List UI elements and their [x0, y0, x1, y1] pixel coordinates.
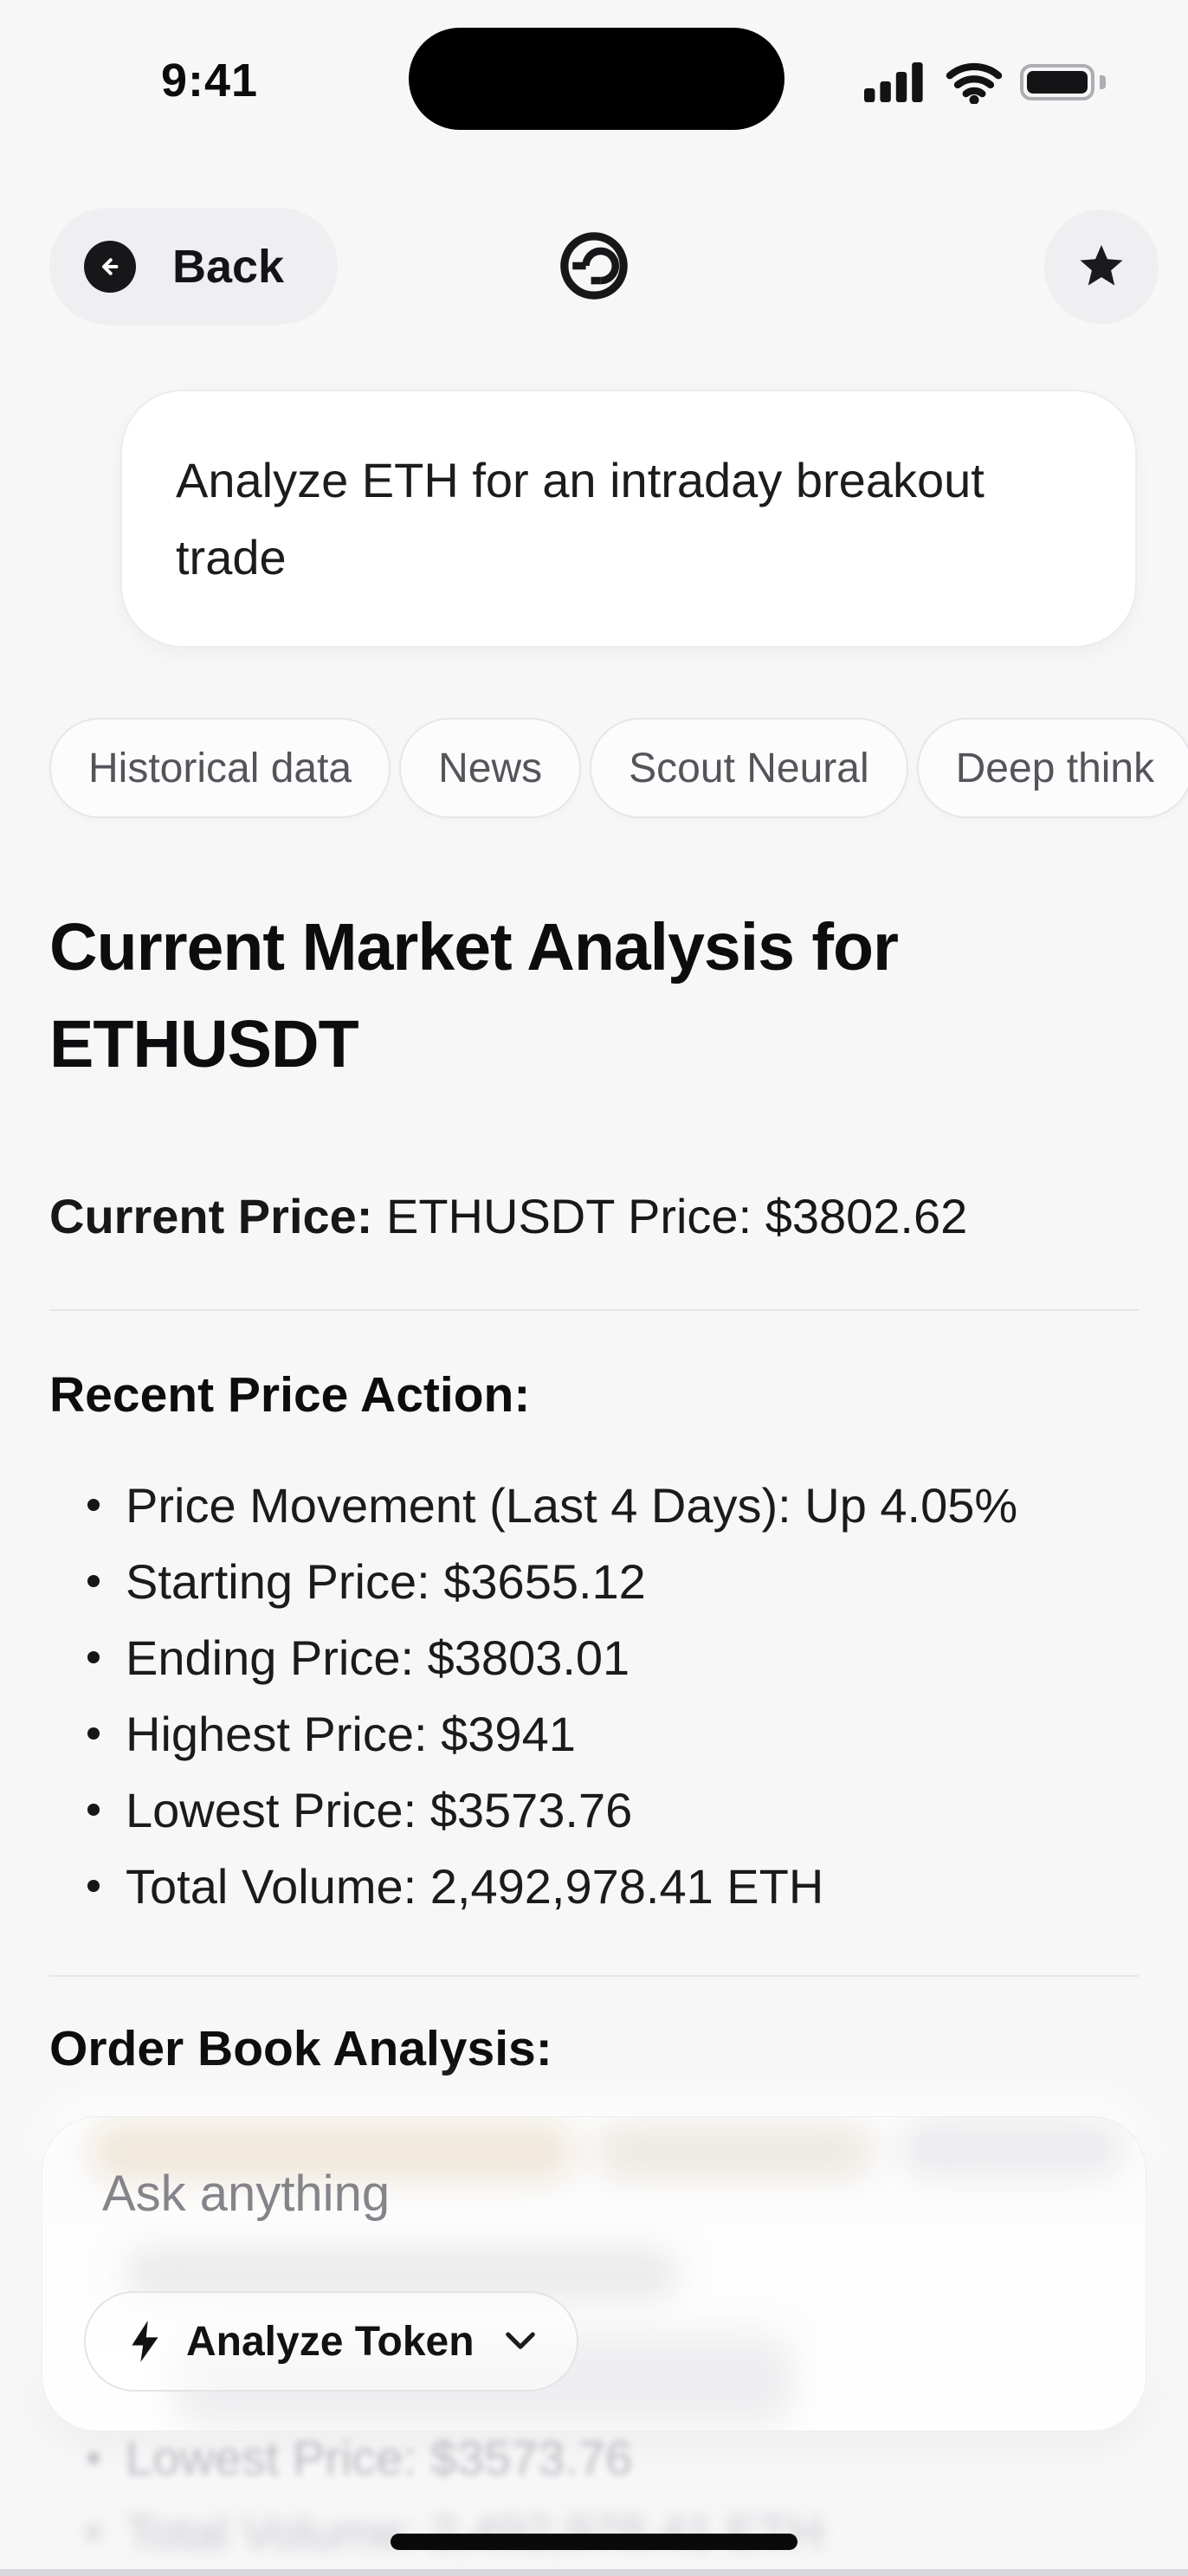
status-time: 9:41 — [160, 55, 259, 107]
favorite-button[interactable] — [1044, 210, 1159, 324]
divider — [49, 1975, 1139, 1977]
chip-scout-neural[interactable]: Scout Neural — [590, 718, 908, 818]
battery-icon — [1020, 64, 1094, 100]
star-icon — [1080, 244, 1123, 286]
analyze-token-label: Analyze Token — [186, 2318, 475, 2365]
chip-historical-data[interactable]: Historical data — [49, 718, 391, 818]
chip-deep-think[interactable]: Deep think — [916, 718, 1188, 818]
blurred-list-item: Total Volume: 2,492,978.41 ETH — [49, 2504, 823, 2560]
dynamic-island — [409, 28, 784, 130]
dot-icon — [87, 2526, 100, 2539]
price-action-heading: Recent Price Action: — [49, 1367, 531, 1423]
nav-header: Back — [0, 208, 1188, 326]
cellular-signal-icon — [864, 62, 923, 102]
lightning-bolt-icon — [132, 2321, 158, 2362]
list-item: Ending Price: $3803.01 — [49, 1619, 1142, 1695]
back-button[interactable]: Back — [49, 208, 339, 325]
divider — [49, 1309, 1139, 1311]
blurred-list-item: Lowest Price: $3573.76 — [49, 2430, 632, 2486]
list-item: Lowest Price: $3573.76 — [49, 1772, 1142, 1848]
back-button-label: Back — [172, 240, 285, 293]
list-item: Total Volume: 2,492,978.41 ETH — [49, 1848, 1142, 1924]
current-price-value: ETHUSDT Price: $3802.62 — [372, 1189, 968, 1243]
list-item: Highest Price: $3941 — [49, 1695, 1142, 1772]
current-price-label: Current Price: — [49, 1189, 373, 1243]
chevron-down-icon — [505, 2332, 535, 2349]
dot-icon — [87, 2451, 100, 2464]
list-item: Price Movement (Last 4 Days): Up 4.05% — [49, 1467, 1142, 1543]
order-book-heading: Order Book Analysis: — [49, 2021, 552, 2076]
app-logo-icon — [560, 232, 628, 300]
user-message-text: Analyze ETH for an intraday breakout tra… — [176, 453, 985, 584]
back-arrow-icon — [84, 240, 136, 293]
wifi-icon — [946, 62, 1003, 104]
current-price-line: Current Price: ETHUSDT Price: $3802.62 — [49, 1188, 967, 1244]
list-item: Starting Price: $3655.12 — [49, 1543, 1142, 1619]
chips-row: Historical data News Scout Neural Deep t… — [49, 718, 1188, 818]
bottom-edge-strip — [0, 2569, 1188, 2576]
user-message-bubble: Analyze ETH for an intraday breakout tra… — [120, 390, 1137, 648]
status-icons — [862, 52, 1148, 104]
analyze-token-button[interactable]: Analyze Token — [84, 2291, 578, 2392]
home-indicator[interactable] — [391, 2534, 797, 2550]
battery-nub — [1100, 75, 1106, 89]
composer-card: Analyze Token — [42, 2116, 1146, 2431]
analysis-title: Current Market Analysis for ETHUSDT — [49, 910, 899, 1081]
price-action-list: Price Movement (Last 4 Days): Up 4.05% S… — [49, 1467, 1142, 1924]
ask-anything-input[interactable] — [102, 2154, 968, 2232]
chip-news[interactable]: News — [399, 718, 582, 818]
